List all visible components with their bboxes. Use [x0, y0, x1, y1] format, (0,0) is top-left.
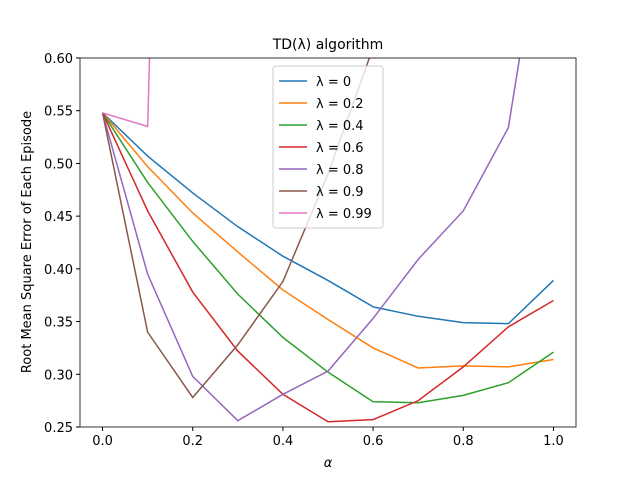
y-tick-label: 0.25 [44, 421, 73, 436]
legend-label: λ = 0.2 [316, 97, 364, 112]
y-axis-label: Root Mean Square Error of Each Episode [20, 111, 35, 373]
y-tick-label: 0.35 [44, 316, 73, 331]
x-tick-label: 0.8 [453, 434, 474, 449]
legend-label: λ = 0 [316, 75, 351, 90]
y-tick-label: 0.50 [44, 157, 73, 172]
legend-label: λ = 0.9 [316, 185, 364, 200]
y-tick-label: 0.55 [44, 105, 73, 120]
legend-label: λ = 0.8 [316, 163, 364, 178]
legend-label: λ = 0.4 [316, 119, 364, 134]
legend-label: λ = 0.99 [316, 207, 372, 222]
x-tick-label: 1.0 [543, 434, 564, 449]
x-axis-label: α [324, 456, 333, 471]
line [101, 112, 554, 369]
line [101, 112, 554, 404]
x-tick-label: 0.0 [92, 434, 113, 449]
legend-label: λ = 0.6 [316, 141, 364, 156]
line [101, 58, 521, 422]
line [101, 112, 554, 423]
y-tick-label: 0.45 [44, 210, 73, 225]
y-tick-label: 0.60 [44, 52, 73, 67]
chart-title: TD(λ) algorithm [272, 37, 384, 53]
x-tick-label: 0.2 [182, 434, 203, 449]
x-tick-label: 0.4 [273, 434, 294, 449]
legend-box [272, 65, 384, 229]
y-tick-label: 0.40 [44, 263, 73, 278]
axes-frame [79, 57, 577, 428]
line [102, 112, 554, 325]
y-tick-label: 0.30 [44, 368, 73, 383]
x-tick-label: 0.6 [363, 434, 384, 449]
